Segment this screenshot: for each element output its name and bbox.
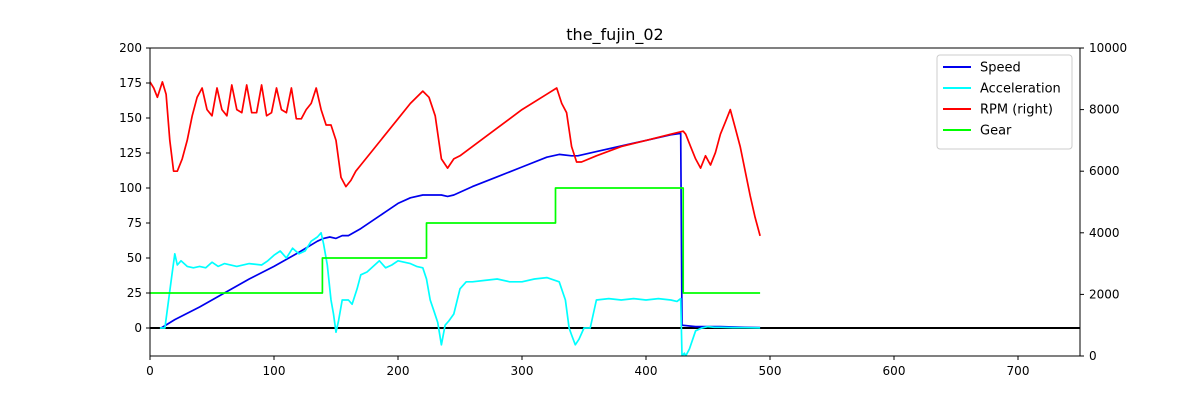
- x-tick-label: 500: [759, 364, 782, 378]
- plot-frame: [149, 47, 1081, 357]
- y-left-tick-label: 175: [119, 76, 142, 90]
- legend-label: Gear: [980, 124, 1012, 139]
- x-tick-label: 100: [263, 364, 286, 378]
- series-speed-line: [160, 132, 761, 329]
- legend-label: Acceleration: [980, 82, 1061, 97]
- x-tick-label: 600: [883, 364, 906, 378]
- legend-label: Speed: [980, 61, 1021, 76]
- x-axis: 0 100 200 300 400 500 600 700: [146, 356, 1029, 378]
- chart-title: the_fujin_02: [566, 25, 663, 45]
- y-right-tick-label: 10000: [1089, 41, 1127, 55]
- y-left-tick-label: 100: [119, 181, 142, 195]
- y-axis-left: 0 25 50 75 100 125 150 175 200: [119, 41, 150, 335]
- legend-label: RPM (right): [980, 103, 1053, 118]
- y-left-tick-label: 125: [119, 146, 142, 160]
- y-right-tick-label: 6000: [1089, 164, 1120, 178]
- legend: Speed Acceleration RPM (right) Gear: [936, 54, 1073, 150]
- series-rpm-right-line: [150, 81, 761, 237]
- y-left-tick-label: 25: [127, 286, 142, 300]
- series-acceleration-line: [159, 231, 761, 356]
- y-left-tick-label: 150: [119, 111, 142, 125]
- y-right-tick-label: 0: [1089, 349, 1097, 363]
- x-tick-label: 300: [511, 364, 534, 378]
- y-right-tick-label: 4000: [1089, 226, 1120, 240]
- y-left-tick-label: 200: [119, 41, 142, 55]
- x-tick-label: 200: [387, 364, 410, 378]
- series-group: [150, 81, 761, 356]
- x-tick-label: 0: [146, 364, 154, 378]
- y-right-tick-label: 2000: [1089, 287, 1120, 301]
- y-left-tick-label: 50: [127, 251, 142, 265]
- y-right-tick-label: 8000: [1089, 103, 1120, 117]
- legend-box: [936, 54, 1073, 150]
- x-tick-label: 400: [635, 364, 658, 378]
- series-gear-line: [150, 187, 761, 294]
- y-axis-right: 0 2000 4000 6000 8000 10000: [1080, 41, 1127, 363]
- x-tick-label: 700: [1007, 364, 1030, 378]
- y-left-tick-label: 0: [134, 321, 142, 335]
- y-left-tick-label: 75: [127, 216, 142, 230]
